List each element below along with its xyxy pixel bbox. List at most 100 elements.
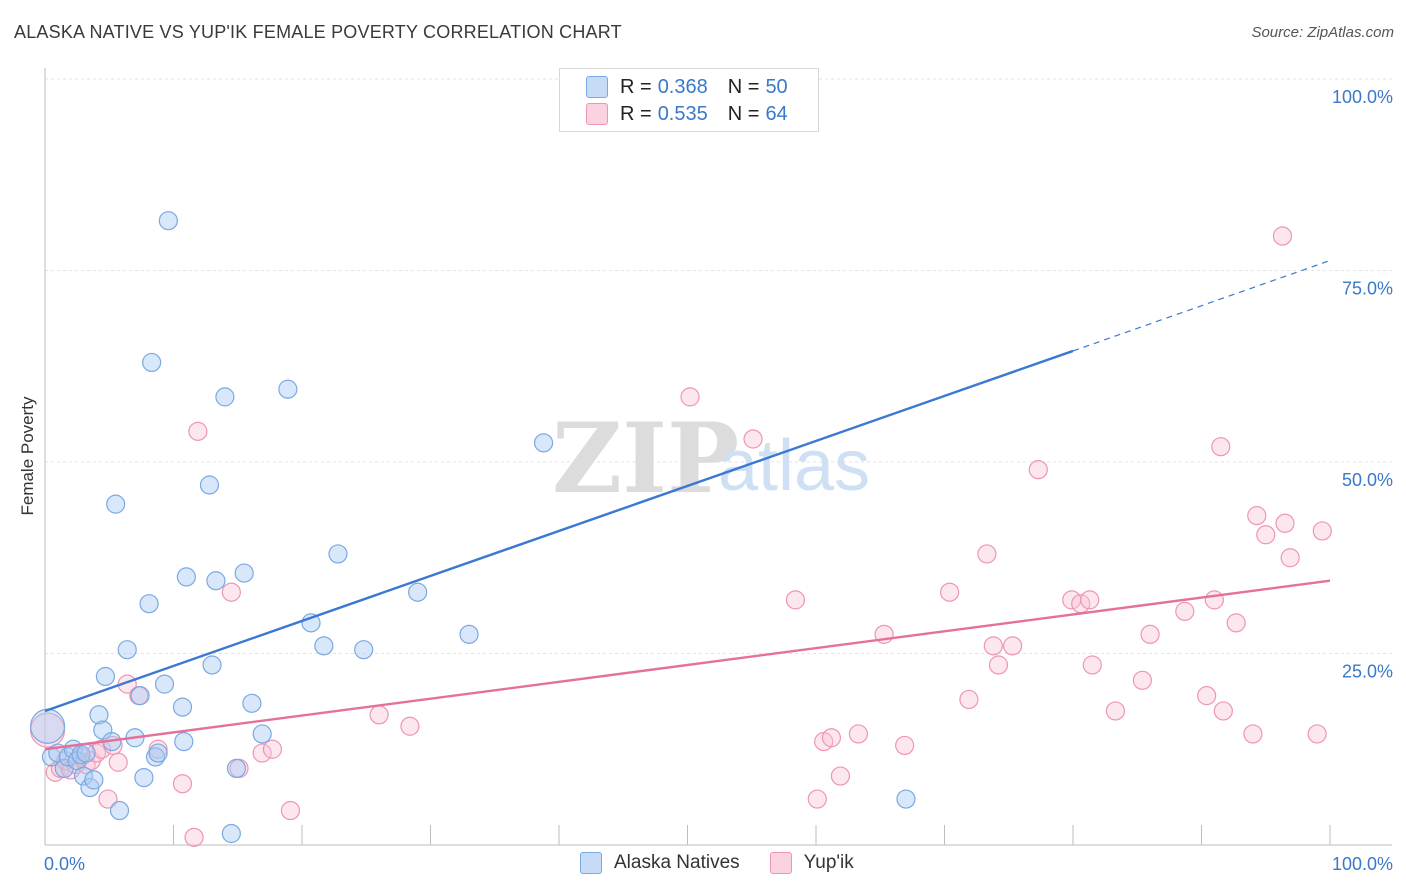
yupik-point xyxy=(188,421,208,441)
source-note: Source: ZipAtlas.com xyxy=(1251,24,1394,41)
legend-swatch-alaska xyxy=(586,76,608,98)
legend-r-label: R = xyxy=(620,102,652,125)
yupik-point xyxy=(1280,548,1300,568)
yupik-point xyxy=(400,716,420,736)
yupik-point xyxy=(1080,590,1100,610)
yupik-point xyxy=(86,743,107,763)
legend-n-label: N = xyxy=(727,75,760,98)
alaska-native-point xyxy=(215,387,235,407)
alaska-native-point xyxy=(314,636,334,656)
alaska-native-point xyxy=(148,743,168,763)
yupik-point xyxy=(1312,521,1332,541)
alaska-native-point xyxy=(109,800,130,821)
legend-item-alaska: Alaska Natives xyxy=(580,852,740,874)
yupik-point xyxy=(1213,701,1233,721)
yupik-point xyxy=(1003,636,1023,656)
y-tick-label: 100.0% xyxy=(1332,87,1393,107)
alaska-native-point xyxy=(172,697,193,717)
legend-swatch-alaska xyxy=(580,852,602,874)
yupik-point xyxy=(743,429,763,449)
yupik-point xyxy=(262,739,283,759)
legend-n-label: N = xyxy=(727,102,760,125)
yupik-point xyxy=(977,544,997,564)
legend-n-value: 50 xyxy=(765,75,788,98)
alaska-native-point xyxy=(29,708,66,744)
alaska-native-point xyxy=(354,640,374,660)
stats-legend: R = 0.368 N = 50 R = 0.535 N = 64 xyxy=(559,68,819,132)
yupik-point xyxy=(1256,525,1276,545)
alaska-native-point xyxy=(242,693,262,713)
yupik-point xyxy=(280,800,301,821)
yupik-point xyxy=(1197,686,1217,706)
x-tick-label: 100.0% xyxy=(1332,854,1393,874)
alaska-native-point xyxy=(206,571,226,591)
yupik-point xyxy=(172,774,193,794)
yupik-point xyxy=(988,655,1009,675)
legend-r-label: R = xyxy=(620,75,652,98)
axes xyxy=(44,68,1392,846)
yupik-point xyxy=(830,766,851,786)
yupik-point xyxy=(895,735,915,756)
alaska-native-point xyxy=(408,582,428,602)
yupik-point xyxy=(1272,226,1293,246)
yupik-point xyxy=(91,739,112,759)
alaska-native-point xyxy=(142,352,162,373)
alaska-native-point xyxy=(234,563,254,583)
alaska-native-point xyxy=(89,705,109,725)
legend-row-alaska: R = 0.368 N = 50 xyxy=(586,74,788,100)
alaska-native-point xyxy=(202,655,222,675)
alaska-native-point xyxy=(154,674,175,694)
y-tick-label: 75.0% xyxy=(1342,279,1393,299)
yupik-point xyxy=(252,743,272,763)
grid-lines xyxy=(45,78,1392,654)
alaska-native-point xyxy=(174,731,194,752)
alaska-native-point xyxy=(328,544,348,564)
alaska-native-point xyxy=(95,666,115,687)
tick-labels: 25.0% 50.0% 75.0% 100.0% 0.0% 100.0% xyxy=(44,87,1393,874)
alaska-native-point xyxy=(130,686,150,706)
yupik-point xyxy=(785,590,806,610)
watermark: ZIP atlas xyxy=(552,402,870,515)
alaska-native-point xyxy=(73,766,94,786)
alaska-native-points xyxy=(29,73,916,844)
alaska-native-point xyxy=(158,211,178,231)
yupik-point xyxy=(108,752,128,772)
yupik-point xyxy=(1275,513,1295,533)
yupik-point xyxy=(1307,724,1327,744)
series-legend: Alaska Natives Yup'ik xyxy=(580,852,884,874)
y-tick-label: 50.0% xyxy=(1342,470,1393,490)
yupik-point xyxy=(1247,506,1267,526)
yupik-point xyxy=(369,705,389,725)
alaska-native-point xyxy=(459,624,479,644)
alaska-native-trend-extension xyxy=(1072,259,1331,352)
yupik-point xyxy=(940,582,960,602)
yupik-point xyxy=(1175,601,1195,621)
yupik-point xyxy=(1243,724,1263,744)
trend-lines xyxy=(44,259,1331,751)
legend-row-yupik: R = 0.535 N = 64 xyxy=(586,101,788,127)
yupik-point xyxy=(848,724,869,744)
yupik-point xyxy=(1105,701,1126,721)
yupik-point xyxy=(1082,655,1102,675)
alaska-native-point xyxy=(199,475,220,495)
x-tick-label: 0.0% xyxy=(44,854,85,874)
legend-swatch-yupik xyxy=(769,852,792,874)
alaska-native-point xyxy=(221,823,241,844)
yupik-point xyxy=(184,827,204,847)
yupik-point xyxy=(959,689,979,710)
yupik-point xyxy=(1226,613,1246,633)
legend-r-value: 0.368 xyxy=(657,75,708,98)
alaska-native-point xyxy=(84,770,104,790)
yupik-point xyxy=(983,636,1003,656)
legend-r-value: 0.535 xyxy=(657,102,708,125)
alaska-native-point xyxy=(278,379,298,399)
y-tick-label: 25.0% xyxy=(1342,662,1393,682)
alaska-native-trend-line xyxy=(44,349,1074,713)
legend-label-yupik: Yup'ik xyxy=(803,852,854,873)
legend-swatch-yupik xyxy=(586,103,608,125)
yupik-point xyxy=(1204,590,1224,610)
legend-item-yupik: Yup'ik xyxy=(769,852,854,874)
yupik-point xyxy=(221,582,241,602)
yupik-point xyxy=(807,789,827,809)
